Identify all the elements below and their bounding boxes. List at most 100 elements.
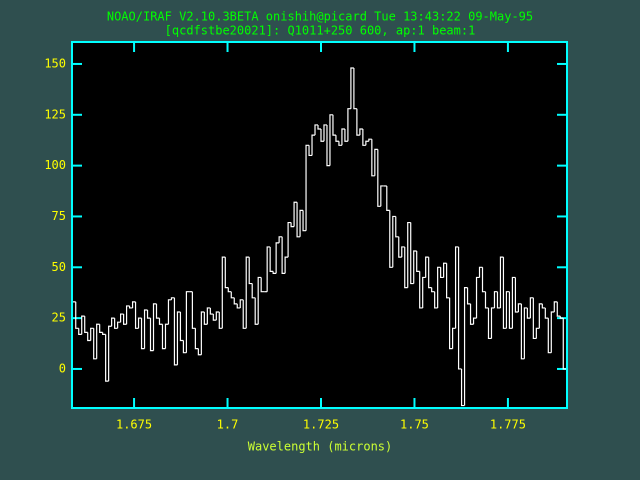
spectrum-step bbox=[335, 135, 339, 142]
spectrum-step bbox=[242, 299, 247, 329]
spectrum-step bbox=[218, 312, 223, 329]
spectrum-step bbox=[362, 129, 366, 146]
spectrum-step bbox=[284, 256, 289, 274]
spectrum-step bbox=[449, 297, 453, 350]
spectrum-step bbox=[278, 236, 283, 243]
spectrum-step bbox=[368, 138, 372, 142]
x-tick-label: 1.775 bbox=[490, 418, 526, 432]
spectrum-step bbox=[209, 307, 214, 315]
spectrum-step bbox=[392, 215, 396, 268]
spectrum-step bbox=[81, 315, 85, 335]
spectrum-step bbox=[93, 328, 97, 360]
spectrum-step bbox=[266, 246, 271, 292]
spectrum-step bbox=[329, 114, 333, 166]
y-tick-label: 25 bbox=[52, 311, 66, 325]
spectrum-step bbox=[191, 291, 196, 329]
spectrum-step bbox=[158, 318, 163, 325]
spectrum-step bbox=[90, 327, 94, 341]
spectrum-step bbox=[131, 301, 136, 308]
y-tick-label: 50 bbox=[52, 260, 66, 274]
spectrum-step bbox=[194, 328, 199, 350]
spectrum-step bbox=[559, 316, 564, 319]
x-tick-label: 1.675 bbox=[116, 418, 152, 432]
spectrum-step bbox=[520, 303, 525, 360]
spectrum-step bbox=[117, 321, 121, 329]
spectrum-step bbox=[302, 210, 307, 232]
spectrum-step bbox=[317, 124, 321, 130]
spectrum-step bbox=[257, 276, 262, 325]
spectrum-step bbox=[314, 124, 319, 136]
spectrum-step bbox=[472, 317, 477, 325]
spectrum-step bbox=[499, 256, 504, 308]
spectrum-step bbox=[84, 316, 88, 333]
spectrum-step bbox=[78, 328, 82, 335]
spectrum-step bbox=[487, 307, 492, 340]
spectrum-step bbox=[457, 246, 462, 370]
spectrum-step bbox=[224, 257, 229, 289]
y-tick-label: 150 bbox=[44, 56, 66, 70]
spectrum-step bbox=[185, 291, 190, 353]
spectrum-step bbox=[389, 210, 393, 268]
spectrum-step bbox=[236, 303, 241, 309]
spectrum-step bbox=[233, 297, 238, 305]
spectrum-step bbox=[155, 303, 160, 319]
spectrum-step bbox=[152, 303, 157, 351]
spectrum-step bbox=[425, 256, 429, 278]
spectrum-step bbox=[200, 311, 205, 355]
spectrum-step bbox=[75, 301, 79, 329]
spectrum-step bbox=[221, 256, 226, 329]
spectrum-step bbox=[114, 318, 118, 329]
spectrum-step bbox=[108, 325, 112, 382]
spectrum-step bbox=[451, 327, 456, 349]
spectrum-step bbox=[538, 303, 543, 329]
spectrum-step bbox=[206, 307, 211, 325]
spectrum-step bbox=[508, 291, 513, 329]
plot-area bbox=[72, 42, 567, 408]
spectrum-step bbox=[320, 129, 324, 142]
spectrum-step bbox=[377, 149, 381, 207]
spectrum-step bbox=[120, 313, 124, 323]
spectrum-step bbox=[326, 124, 330, 167]
spectrum-step bbox=[281, 236, 286, 274]
spectrum-step bbox=[125, 305, 130, 325]
y-tick-label: 100 bbox=[44, 158, 66, 172]
spectrum-step bbox=[505, 291, 510, 329]
spectrum-step bbox=[350, 67, 354, 109]
spectrum-step bbox=[164, 323, 169, 349]
spectrum-step bbox=[272, 271, 277, 274]
spectrum-step bbox=[122, 314, 127, 325]
spectrum-step bbox=[395, 216, 399, 238]
spectrum-step bbox=[96, 323, 100, 359]
spectrum-step bbox=[311, 134, 316, 156]
spectrum-step bbox=[526, 307, 531, 319]
spectrum-step bbox=[496, 291, 501, 309]
spectrum-step bbox=[305, 144, 310, 231]
spectrum-step bbox=[203, 312, 208, 325]
x-tick-label: 1.75 bbox=[400, 418, 429, 432]
spectrum-step bbox=[407, 221, 411, 288]
spectrum-step bbox=[299, 209, 304, 237]
spectrum-step bbox=[422, 276, 426, 308]
spectrum-step bbox=[287, 221, 292, 258]
spectrum-step bbox=[269, 246, 274, 272]
spectrum-step bbox=[227, 287, 232, 293]
spectrum-step bbox=[140, 318, 145, 350]
spectrum-step bbox=[517, 303, 522, 313]
spectrum-step bbox=[353, 68, 357, 110]
spectrum-step bbox=[493, 291, 498, 308]
spectrum-step bbox=[454, 246, 459, 329]
spectrum-step bbox=[478, 266, 483, 278]
spectrum-step bbox=[460, 368, 465, 407]
spectrum-step bbox=[484, 291, 489, 309]
y-tick-label: 125 bbox=[44, 107, 66, 121]
plot-frame bbox=[71, 41, 568, 409]
spectrum-step bbox=[535, 327, 540, 339]
spectrum-step bbox=[428, 257, 432, 289]
spectrum-step bbox=[463, 287, 468, 406]
spectrum-step bbox=[547, 318, 552, 354]
spectrum-step bbox=[102, 332, 106, 335]
spectrum-step bbox=[254, 297, 259, 325]
spectrum-step bbox=[146, 309, 151, 319]
spectrum-step bbox=[544, 307, 549, 319]
spectrum-step bbox=[149, 318, 154, 352]
